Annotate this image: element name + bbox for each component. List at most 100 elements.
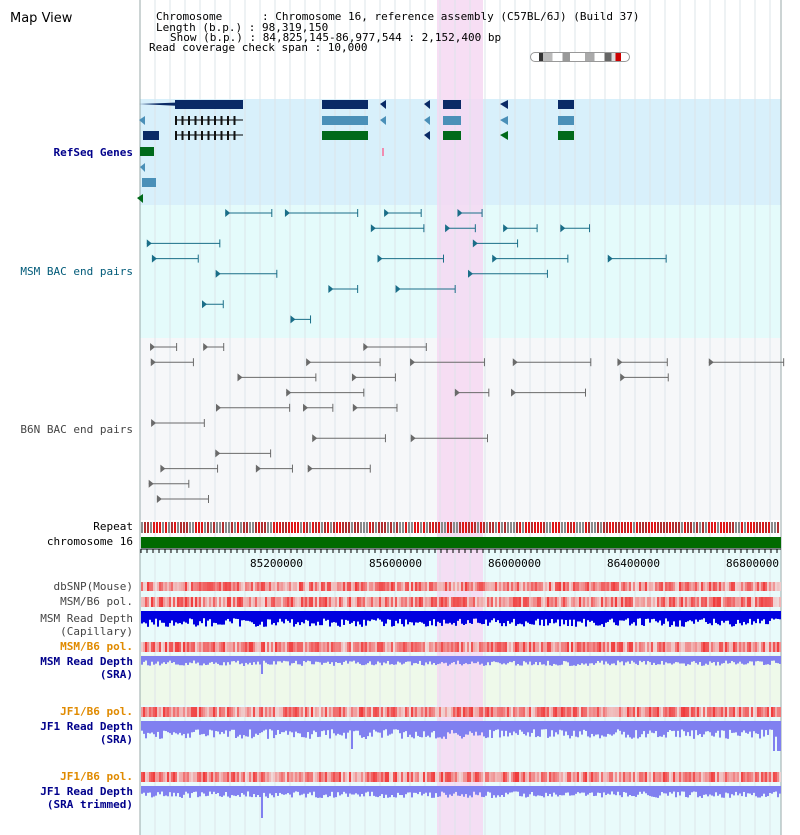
- polymorphism-bin: [431, 707, 433, 717]
- lane-label-refseq[interactable]: RefSeq Genes: [53, 146, 133, 159]
- repeat-element: [261, 522, 263, 533]
- polymorphism-bin: [355, 582, 357, 591]
- polymorphism-bin: [379, 597, 381, 607]
- lane-label-msm-b6-pol-2[interactable]: MSM/B6 pol.: [60, 640, 133, 653]
- depth-bar: [305, 786, 307, 798]
- lane-label-jf1-depth-sra[interactable]: JF1 Read Depth: [40, 720, 133, 733]
- polymorphism-bin: [229, 772, 231, 782]
- depth-bar: [713, 656, 715, 663]
- polymorphism-bin: [635, 772, 637, 782]
- bac-end-marker: [352, 403, 358, 412]
- depth-bar: [563, 721, 565, 736]
- depth-bar: [383, 721, 385, 731]
- depth-bar: [241, 721, 243, 739]
- lane-label-b6n-bac[interactable]: B6N BAC end pairs: [20, 423, 133, 436]
- polymorphism-bin: [773, 597, 775, 607]
- depth-bar: [467, 721, 469, 735]
- polymorphism-bin: [415, 707, 417, 717]
- polymorphism-bin: [453, 597, 455, 607]
- polymorphism-bin: [717, 597, 719, 607]
- polymorphism-bin: [505, 597, 507, 607]
- polymorphism-bin: [435, 582, 437, 591]
- depth-bar: [171, 721, 173, 735]
- polymorphism-bin: [741, 772, 743, 782]
- lane-label-jf1-b6-pol-2[interactable]: JF1/B6 pol.: [60, 770, 133, 783]
- depth-bar: [741, 721, 743, 733]
- depth-bar: [253, 786, 255, 795]
- polymorphism-bin: [511, 582, 513, 591]
- polymorphism-bin: [195, 597, 197, 607]
- polymorphism-bin: [279, 582, 281, 591]
- depth-bar: [671, 611, 673, 626]
- depth-bar: [427, 786, 429, 797]
- depth-bar: [453, 721, 455, 734]
- refseq-exon: [194, 116, 197, 125]
- polymorphism-bin: [619, 597, 621, 607]
- polymorphism-bin: [613, 642, 615, 652]
- lane-label-dbsnp[interactable]: dbSNP(Mouse): [53, 580, 133, 593]
- polymorphism-bin: [631, 597, 633, 607]
- polymorphism-bin: [323, 597, 325, 607]
- polymorphism-bin: [205, 582, 207, 591]
- polymorphism-bin: [553, 582, 555, 591]
- lane-label-msm-bac[interactable]: MSM BAC end pairs: [20, 265, 133, 278]
- repeat-element: [675, 522, 677, 533]
- depth-bar: [393, 611, 395, 626]
- depth-bar: [553, 721, 555, 737]
- polymorphism-bin: [209, 582, 211, 591]
- depth-bar: [143, 656, 145, 662]
- polymorphism-bin: [491, 772, 493, 782]
- polymorphism-bin: [347, 707, 349, 717]
- polymorphism-bin: [691, 582, 693, 591]
- polymorphism-bin: [451, 772, 453, 782]
- polymorphism-bin: [429, 772, 431, 782]
- polymorphism-bin: [747, 582, 749, 591]
- repeat-element: [591, 522, 593, 533]
- axis-tick-label: 85200000: [250, 557, 303, 570]
- polymorphism-bin: [719, 772, 721, 782]
- depth-bar: [237, 721, 239, 737]
- polymorphism-bin: [673, 597, 675, 607]
- lane-label-jf1-b6-pol-1[interactable]: JF1/B6 pol.: [60, 705, 133, 718]
- bac-end-marker: [454, 388, 460, 397]
- depth-bar: [195, 656, 197, 664]
- polymorphism-bin: [337, 642, 339, 652]
- depth-bar: [319, 786, 321, 798]
- depth-bar: [561, 721, 563, 731]
- lane-label-msm-depth-capillary[interactable]: MSM Read Depth: [40, 612, 133, 625]
- polymorphism-bin: [627, 597, 629, 607]
- depth-bar: [383, 656, 385, 663]
- depth-bar: [355, 721, 357, 731]
- depth-bar: [757, 721, 759, 734]
- depth-bar: [495, 656, 497, 663]
- depth-bar: [305, 656, 307, 663]
- polymorphism-bin: [225, 772, 227, 782]
- depth-bar: [189, 656, 191, 663]
- depth-bar: [305, 611, 307, 620]
- polymorphism-bin: [583, 582, 585, 591]
- depth-bar: [507, 611, 509, 621]
- polymorphism-bin: [151, 642, 153, 652]
- depth-bar: [607, 721, 609, 734]
- depth-bar: [557, 611, 559, 620]
- lane-label-repeat[interactable]: Repeat: [93, 520, 133, 533]
- polymorphism-bin: [487, 707, 489, 717]
- depth-bar: [375, 656, 377, 665]
- polymorphism-bin: [649, 642, 651, 652]
- polymorphism-bin: [663, 707, 665, 717]
- chromosome-ideogram[interactable]: [530, 52, 630, 62]
- depth-bar: [371, 786, 373, 792]
- lane-label-msm-depth-sra[interactable]: MSM Read Depth: [40, 655, 133, 668]
- polymorphism-bin: [193, 582, 195, 591]
- lane-label-msm-b6-pol-1[interactable]: MSM/B6 pol.: [60, 595, 133, 608]
- depth-bar: [513, 611, 515, 619]
- polymorphism-bin: [553, 707, 555, 717]
- lane-label-jf1-depth-trimmed[interactable]: JF1 Read Depth: [40, 785, 133, 798]
- depth-bar: [279, 611, 281, 619]
- polymorphism-bin: [297, 582, 299, 591]
- depth-bar: [727, 721, 729, 739]
- depth-bar: [527, 611, 529, 623]
- depth-bar: [565, 611, 567, 621]
- depth-bar: [395, 786, 397, 798]
- lane-label-chromosome[interactable]: chromosome 16: [46, 535, 133, 548]
